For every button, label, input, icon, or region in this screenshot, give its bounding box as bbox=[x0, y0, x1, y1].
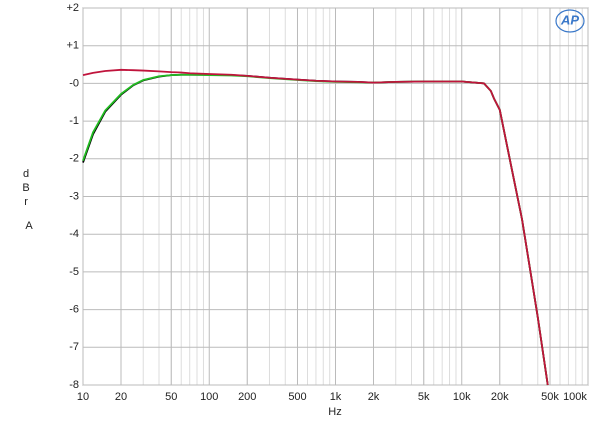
y-tick-label: -3 bbox=[69, 190, 79, 202]
y-tick-label: -0 bbox=[69, 77, 79, 89]
x-tick-label: 100 bbox=[200, 391, 218, 403]
logo-ring bbox=[555, 9, 585, 33]
x-tick-label: 20k bbox=[491, 391, 509, 403]
y-tick-label: -8 bbox=[69, 379, 79, 391]
x-tick-label: 50k bbox=[541, 391, 559, 403]
x-tick-label: 2k bbox=[368, 391, 380, 403]
y-axis-label: dBr bbox=[20, 168, 32, 210]
x-tick-label: 20 bbox=[115, 391, 127, 403]
x-tick-label: 5k bbox=[418, 391, 430, 403]
y-tick-label: +2 bbox=[66, 2, 79, 14]
y-axis-unit: A bbox=[25, 220, 33, 232]
x-tick-label: 10k bbox=[453, 391, 471, 403]
logo: AP bbox=[560, 12, 579, 27]
x-tick-label: 10 bbox=[77, 391, 89, 403]
y-tick-label: -1 bbox=[69, 115, 79, 127]
x-axis-label: Hz bbox=[328, 406, 341, 418]
y-tick-label: -6 bbox=[69, 304, 79, 316]
y-tick-label: -4 bbox=[69, 228, 79, 240]
y-tick-label: -2 bbox=[69, 153, 79, 165]
x-tick-label: 200 bbox=[238, 391, 256, 403]
x-tick-label: 50 bbox=[165, 391, 177, 403]
x-tick-label: 100k bbox=[563, 391, 587, 403]
y-tick-label: -7 bbox=[69, 341, 79, 353]
y-tick-label: -5 bbox=[69, 266, 79, 278]
series-line bbox=[82, 68, 549, 386]
x-tick-label: 1k bbox=[330, 391, 342, 403]
x-tick-label: 500 bbox=[288, 391, 306, 403]
y-tick-label: +1 bbox=[66, 40, 79, 52]
